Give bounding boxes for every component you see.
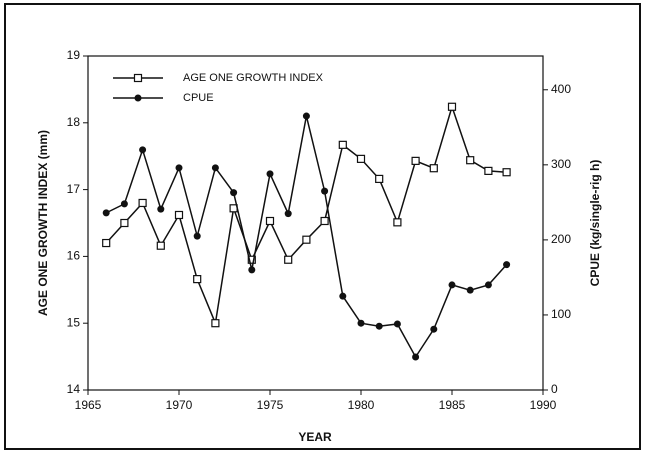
y2-axis-label: CPUE (kg/single-rig h) bbox=[588, 160, 602, 287]
marker bbox=[193, 275, 202, 284]
x-tick-label: 1990 bbox=[530, 398, 557, 412]
y-tick-label: 15 bbox=[67, 315, 81, 329]
marker bbox=[393, 320, 401, 328]
x-tick-label: 1970 bbox=[166, 398, 193, 412]
marker bbox=[139, 146, 147, 154]
marker bbox=[211, 164, 219, 172]
x-tick-label: 1975 bbox=[257, 398, 284, 412]
x-tick-label: 1980 bbox=[348, 398, 375, 412]
y-axis-label: AGE ONE GROWTH INDEX (mm) bbox=[36, 130, 50, 316]
marker bbox=[302, 235, 311, 244]
marker bbox=[430, 325, 438, 333]
series-line bbox=[105, 104, 507, 326]
marker bbox=[248, 266, 256, 274]
marker bbox=[138, 198, 147, 208]
marker bbox=[230, 189, 238, 197]
y-tick-label: 17 bbox=[67, 182, 81, 196]
y2-tick-label: 100 bbox=[551, 307, 571, 321]
y-tick-label: 18 bbox=[67, 115, 81, 129]
y-tick-label: 16 bbox=[67, 249, 81, 263]
marker bbox=[338, 140, 347, 149]
marker bbox=[375, 174, 384, 184]
marker bbox=[102, 238, 111, 248]
legend-label: AGE ONE GROWTH INDEX bbox=[183, 72, 324, 84]
y2-tick-label: 400 bbox=[551, 82, 571, 96]
y2-tick-label: 0 bbox=[551, 382, 558, 396]
marker bbox=[247, 255, 256, 264]
marker bbox=[339, 292, 347, 300]
marker bbox=[356, 154, 366, 163]
marker bbox=[174, 210, 184, 220]
marker bbox=[156, 241, 165, 250]
marker bbox=[133, 73, 143, 83]
marker bbox=[265, 216, 275, 226]
marker bbox=[466, 156, 475, 165]
y2-tick-label: 300 bbox=[551, 157, 571, 171]
marker bbox=[448, 281, 456, 289]
marker bbox=[484, 166, 493, 175]
marker bbox=[412, 353, 420, 361]
x-tick-label: 1985 bbox=[439, 398, 466, 412]
marker bbox=[175, 164, 183, 172]
marker bbox=[502, 168, 511, 177]
marker bbox=[284, 210, 292, 218]
y-tick-label: 14 bbox=[67, 382, 81, 396]
plot-area bbox=[87, 55, 544, 391]
marker bbox=[211, 319, 220, 328]
marker bbox=[447, 102, 457, 111]
frame bbox=[4, 3, 641, 450]
marker bbox=[429, 164, 438, 173]
y-tick-label: 19 bbox=[67, 48, 81, 62]
marker bbox=[302, 112, 310, 120]
y2-tick-label: 200 bbox=[551, 232, 571, 246]
marker bbox=[320, 216, 329, 226]
marker bbox=[375, 322, 383, 330]
marker bbox=[466, 286, 474, 294]
marker bbox=[321, 187, 329, 195]
marker bbox=[284, 255, 293, 264]
marker bbox=[120, 200, 128, 208]
marker bbox=[120, 218, 129, 228]
marker bbox=[357, 319, 365, 327]
legend-label: CPUE bbox=[183, 92, 214, 104]
marker bbox=[411, 156, 420, 165]
marker bbox=[503, 261, 511, 269]
x-axis-label: YEAR bbox=[298, 430, 332, 444]
marker bbox=[134, 94, 142, 102]
marker bbox=[393, 218, 402, 227]
marker bbox=[484, 281, 492, 289]
marker bbox=[157, 205, 165, 213]
marker bbox=[193, 232, 201, 240]
marker bbox=[102, 209, 110, 217]
marker bbox=[266, 170, 274, 178]
x-tick-label: 1965 bbox=[75, 398, 102, 412]
